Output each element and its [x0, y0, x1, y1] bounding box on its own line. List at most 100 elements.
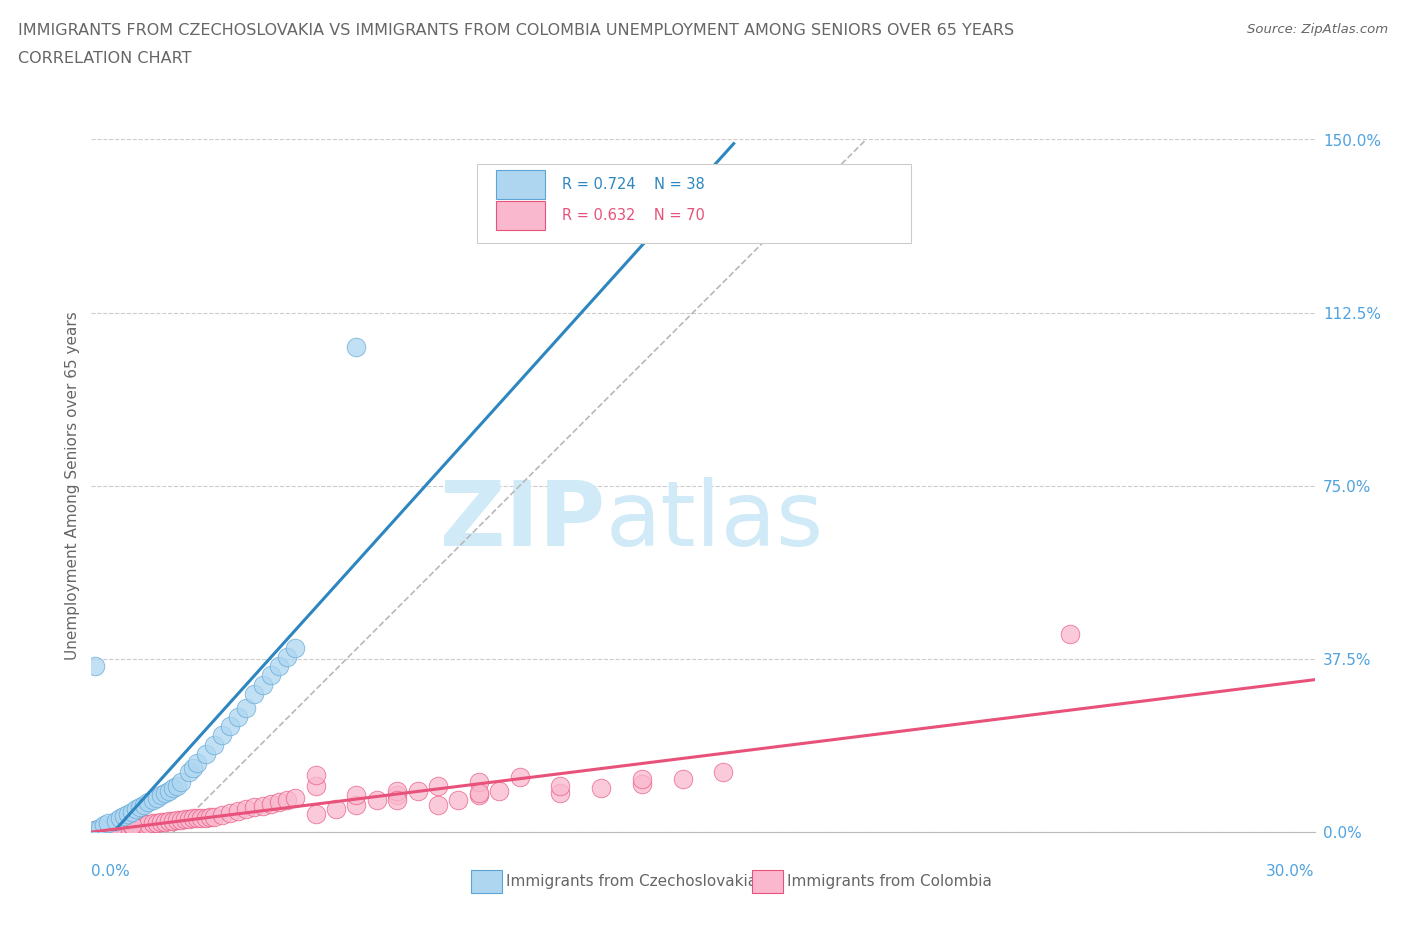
Point — [183, 760, 205, 775]
Point — [672, 772, 695, 787]
Point — [149, 815, 172, 830]
Point — [117, 806, 139, 821]
Point — [219, 719, 242, 734]
Point — [145, 816, 167, 830]
Point — [346, 797, 368, 812]
Text: R = 0.632    N = 70: R = 0.632 N = 70 — [562, 208, 706, 223]
Point — [385, 788, 409, 803]
Point — [252, 677, 274, 692]
Point — [202, 737, 225, 752]
Point — [89, 820, 111, 835]
Point — [93, 821, 115, 836]
Text: R = 0.724    N = 38: R = 0.724 N = 38 — [562, 177, 704, 192]
Point — [190, 810, 212, 825]
Point — [346, 788, 368, 803]
Point — [179, 812, 201, 827]
Point — [162, 814, 184, 829]
Point — [84, 823, 107, 838]
Point — [121, 818, 143, 833]
Y-axis label: Unemployment Among Seniors over 65 years: Unemployment Among Seniors over 65 years — [65, 312, 80, 660]
Point — [267, 794, 290, 809]
Point — [101, 821, 124, 836]
Point — [112, 819, 135, 834]
Point — [112, 809, 135, 824]
Point — [129, 817, 152, 832]
Point — [93, 818, 115, 833]
Point — [108, 819, 131, 834]
Point — [304, 767, 326, 782]
Point — [149, 788, 172, 803]
Point — [183, 811, 205, 826]
Point — [427, 778, 450, 793]
Point — [276, 792, 298, 807]
Point — [550, 786, 572, 801]
Text: IMMIGRANTS FROM CZECHOSLOVAKIA VS IMMIGRANTS FROM COLOMBIA UNEMPLOYMENT AMONG SE: IMMIGRANTS FROM CZECHOSLOVAKIA VS IMMIGR… — [18, 23, 1014, 38]
Point — [134, 817, 156, 831]
Point — [591, 781, 613, 796]
Point — [141, 816, 163, 830]
Point — [174, 812, 197, 827]
Point — [194, 747, 217, 762]
Text: CORRELATION CHART: CORRELATION CHART — [18, 51, 191, 66]
Point — [121, 818, 143, 833]
Point — [125, 802, 148, 817]
Point — [170, 813, 193, 828]
Point — [235, 700, 257, 715]
Point — [84, 658, 107, 673]
Point — [260, 796, 283, 811]
Point — [711, 764, 734, 779]
FancyBboxPatch shape — [496, 170, 546, 199]
Point — [276, 649, 298, 664]
Point — [202, 809, 225, 824]
Point — [170, 774, 193, 789]
Point — [385, 783, 409, 798]
Point — [226, 804, 249, 818]
Point — [145, 790, 167, 805]
Point — [346, 340, 368, 355]
Point — [97, 821, 120, 836]
Point — [186, 811, 208, 826]
Point — [252, 798, 274, 813]
Point — [243, 800, 266, 815]
Point — [284, 640, 307, 655]
Point — [157, 783, 180, 798]
Point — [427, 797, 450, 812]
Point — [488, 783, 510, 798]
Point — [304, 778, 326, 793]
Text: atlas: atlas — [605, 476, 824, 565]
Point — [101, 820, 124, 835]
Point — [138, 795, 160, 810]
Point — [166, 778, 188, 793]
Point — [467, 774, 491, 789]
Point — [304, 806, 326, 821]
Point — [179, 764, 201, 779]
Point — [129, 800, 152, 815]
Text: Immigrants from Czechoslovakia: Immigrants from Czechoslovakia — [506, 874, 758, 889]
Point — [157, 814, 180, 829]
Text: 30.0%: 30.0% — [1267, 864, 1315, 879]
Point — [89, 823, 111, 838]
Text: Immigrants from Colombia: Immigrants from Colombia — [787, 874, 993, 889]
Point — [366, 792, 388, 807]
Point — [267, 658, 290, 673]
Point — [162, 781, 184, 796]
Point — [211, 807, 233, 822]
Point — [631, 772, 654, 787]
Point — [97, 816, 120, 830]
Point — [406, 783, 429, 798]
Point — [219, 805, 242, 820]
Point — [509, 769, 531, 784]
Point — [1059, 626, 1081, 641]
Point — [138, 817, 160, 831]
Text: Source: ZipAtlas.com: Source: ZipAtlas.com — [1247, 23, 1388, 36]
Point — [243, 686, 266, 701]
Point — [467, 786, 491, 801]
Point — [153, 815, 176, 830]
Point — [84, 823, 107, 838]
Text: ZIP: ZIP — [440, 476, 605, 565]
Point — [447, 792, 470, 807]
Point — [121, 804, 143, 819]
Point — [153, 786, 176, 801]
Point — [186, 755, 208, 770]
Point — [467, 788, 491, 803]
